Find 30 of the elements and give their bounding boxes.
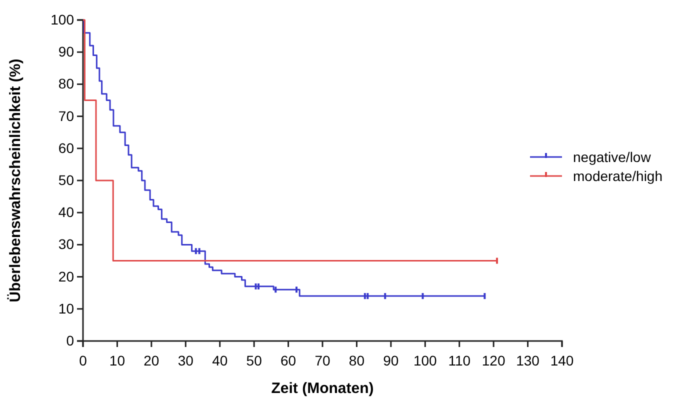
- x-tick-label: 100: [413, 352, 438, 368]
- y-tick-label: 80: [58, 76, 74, 92]
- x-tick-label: 140: [550, 352, 574, 368]
- y-tick-label: 20: [58, 268, 74, 284]
- y-axis-title: Überlebenswahrscheinlichkeit (%): [7, 58, 24, 302]
- y-tick-label: 90: [58, 44, 74, 60]
- y-tick-label: 0: [66, 332, 74, 348]
- y-tick-label: 70: [58, 108, 74, 124]
- x-tick-label: 30: [178, 352, 194, 368]
- x-tick-label: 90: [383, 352, 399, 368]
- x-tick-label: 0: [79, 352, 88, 368]
- x-axis-title: Zeit (Monaten): [271, 380, 374, 397]
- x-tick-label: 50: [246, 352, 262, 368]
- y-tick-label: 50: [58, 172, 74, 188]
- y-tick-label: 40: [58, 204, 74, 220]
- y-tick-label: 10: [58, 300, 74, 316]
- x-tick-label: 20: [144, 352, 160, 368]
- x-tick-label: 40: [212, 352, 228, 368]
- x-tick-label: 130: [516, 352, 540, 368]
- x-tick-label: 120: [482, 352, 506, 368]
- y-tick-label: 30: [58, 236, 74, 252]
- y-tick-label: 100: [50, 11, 74, 28]
- x-tick-label: 60: [280, 352, 296, 368]
- y-tick-label: 60: [58, 140, 74, 156]
- x-tick-label: 80: [348, 352, 365, 368]
- x-tick-label: 10: [109, 352, 126, 368]
- legend-label: negative/low: [573, 149, 652, 165]
- legend-label: moderate/high: [573, 168, 663, 184]
- x-tick-label: 110: [448, 352, 471, 368]
- x-tick-label: 70: [314, 352, 330, 368]
